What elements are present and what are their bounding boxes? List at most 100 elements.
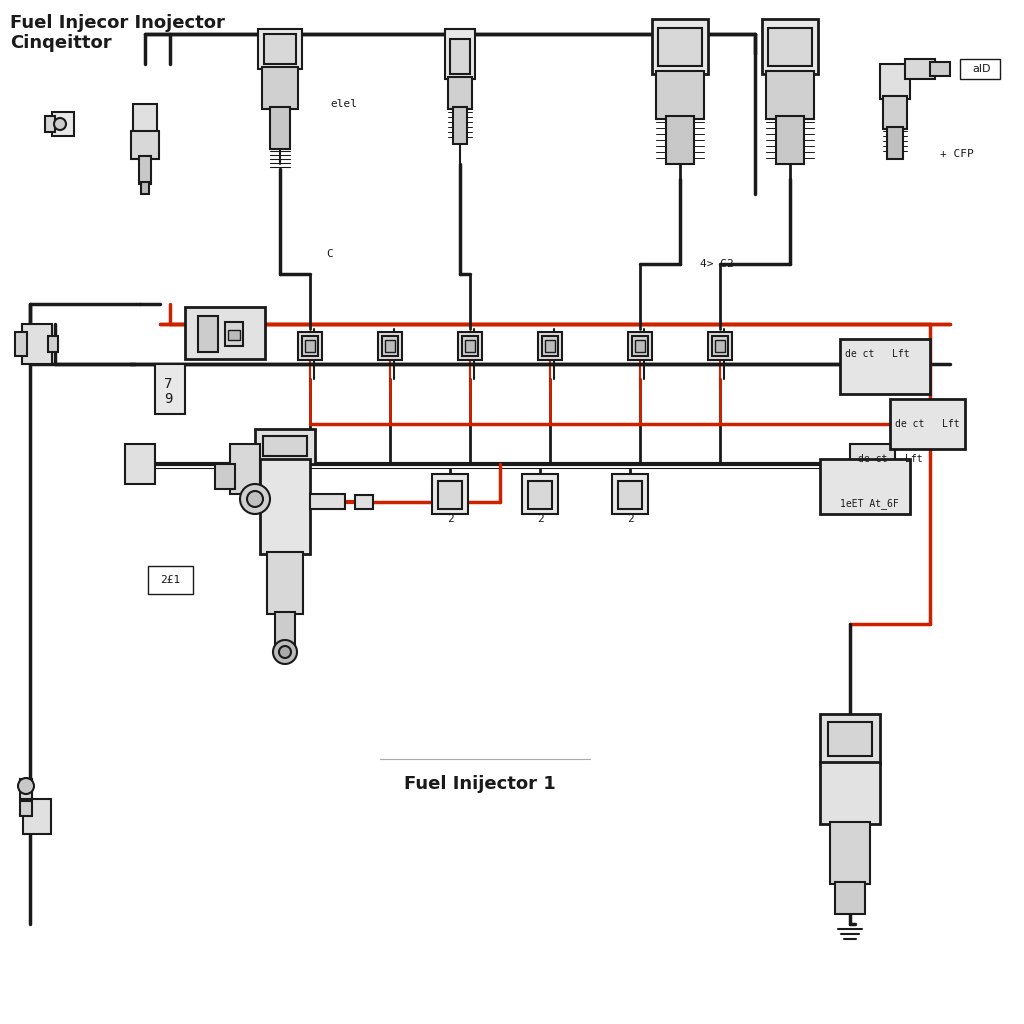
Bar [762,19,818,74]
Bar [820,762,880,824]
Bar [835,882,865,914]
Text: Fuel Injecor Inojector: Fuel Injecor Inojector [10,14,225,32]
Bar [905,59,935,79]
Bar [850,444,895,484]
Text: 2: 2 [537,514,544,524]
Bar [125,444,155,484]
Bar [840,339,930,394]
Bar [48,336,58,352]
Bar [302,336,318,356]
Bar [263,436,307,456]
Bar [260,459,310,554]
Bar [766,71,814,119]
Bar [258,29,302,69]
Text: C: C [327,249,334,259]
Bar [45,116,55,132]
Bar [355,495,373,509]
Bar [185,307,265,359]
Bar [880,63,910,99]
Text: Cinqeittor: Cinqeittor [10,34,112,52]
Bar [453,106,467,144]
Text: 2: 2 [446,514,454,524]
Bar [133,104,157,134]
Bar [961,59,1000,79]
Text: 2£1: 2£1 [160,575,180,585]
Bar [820,714,880,764]
Bar [267,552,303,614]
Text: de ct   Lft: de ct Lft [895,419,959,429]
Circle shape [54,118,66,130]
Bar [215,464,234,489]
Bar [20,801,32,816]
Bar [270,106,290,150]
Bar [628,332,652,360]
Bar [148,566,193,594]
Circle shape [18,778,34,794]
Bar [262,67,298,109]
Bar [310,494,345,509]
Bar [635,340,645,352]
Bar [776,116,804,164]
Bar [378,332,402,360]
Bar [712,336,728,356]
Bar [618,481,642,509]
Text: 9: 9 [164,392,172,406]
Bar [52,112,74,136]
Circle shape [279,646,291,658]
Bar [887,127,903,159]
Bar [820,459,910,514]
Bar [20,779,32,799]
Bar [131,131,159,159]
Bar [198,316,218,352]
Bar [930,62,950,76]
Bar [883,96,907,129]
Bar [522,474,558,514]
Text: elel: elel [330,99,357,109]
Text: de ct   Lft: de ct Lft [845,349,909,359]
Bar [255,429,315,464]
Bar [432,474,468,514]
Bar [141,182,150,194]
Bar [632,336,648,356]
Text: de ct   Lft: de ct Lft [858,454,923,464]
Text: 4> G2: 4> G2 [700,259,734,269]
Bar [155,364,185,414]
Bar [305,340,315,352]
Bar [275,612,295,644]
Bar [545,340,555,352]
Text: 1eET At_6F: 1eET At_6F [840,499,899,510]
Bar [225,322,243,346]
Bar [298,332,322,360]
Bar [22,324,52,364]
Bar [139,156,151,184]
Bar [658,28,702,66]
Bar [385,340,395,352]
Bar [462,336,478,356]
Bar [715,340,725,352]
Bar [450,39,470,74]
Bar [828,722,872,756]
Text: 7: 7 [164,377,172,391]
Bar [768,28,812,66]
Text: alD: alD [972,63,990,74]
Text: Fuel Inijector 1: Fuel Inijector 1 [404,775,556,793]
Bar [612,474,648,514]
Bar [652,19,708,74]
Bar [538,332,562,360]
Bar [15,332,27,356]
Bar [264,34,296,63]
Text: 2: 2 [627,514,634,524]
Bar [445,29,475,79]
Bar [449,77,472,109]
Circle shape [247,490,263,507]
Bar [438,481,462,509]
Bar [666,116,694,164]
Circle shape [273,640,297,664]
Bar [382,336,398,356]
Text: + CFP: + CFP [940,150,974,159]
Bar [230,444,260,494]
Bar [542,336,558,356]
Bar [458,332,482,360]
Bar [708,332,732,360]
Bar [656,71,705,119]
